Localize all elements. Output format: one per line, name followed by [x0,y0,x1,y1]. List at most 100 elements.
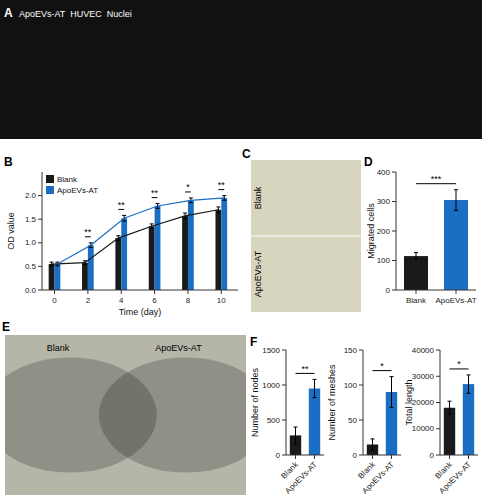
image-panel: BlankApoEVs-AT [0,335,273,495]
y-tick [392,231,396,232]
bar [463,384,474,455]
y-tick-label: 20000 [412,398,435,407]
panel-label: A [4,6,13,20]
y-tick [436,402,440,403]
bar-panel: BlankApoEVs-AT050010001500Number of node… [250,346,324,496]
y-tick-label: 50 [348,416,357,425]
x-tick-label: 6 [152,296,157,305]
significance-label: ** [118,200,126,210]
y-tick [392,172,396,173]
error-bar [390,377,394,408]
bar [82,263,88,290]
y-tick [359,385,363,386]
bar-panel: BlankApoEVs-AT0100200300400Migrated cell… [366,168,477,306]
bar [121,218,127,290]
y-tick-label: 100 [377,256,391,265]
significance-label: * [457,359,461,369]
bar-panel: 02468100.00.51.01.52.0OD valueTime (day)… [6,172,238,317]
y-tick [38,219,42,220]
y-tick [436,455,440,456]
y-tick [436,376,440,377]
panel-annotation: ApoEVs-AT [155,343,202,353]
y-tick [282,385,286,386]
panel-annotation: Blank [253,186,263,209]
y-tick-label: 1000 [262,381,280,390]
y-axis-label: OD value [6,212,16,250]
significance-label: ** [301,364,309,374]
x-tick-label: 8 [186,296,191,305]
image-placeholder [0,0,482,139]
x-tick-label: 2 [86,296,91,305]
bar [404,256,428,290]
category-label: ApoEVs-AT [437,460,473,496]
y-tick-label: 30000 [412,372,435,381]
plot-marks [49,196,227,290]
category-label: ApoEVs-AT [283,460,319,496]
y-tick [359,350,363,351]
divider [251,235,361,236]
y-tick-label: 2.0 [25,191,37,200]
trend-line [52,210,219,264]
y-tick [282,420,286,421]
y-tick-label: 1500 [262,346,280,355]
x-tick [187,290,188,294]
panel-label: B [4,155,13,169]
category-label: Blank [406,296,427,305]
x-tick [87,290,88,294]
panel-annotation: ApoEVs-AT [253,250,263,297]
y-tick [282,350,286,351]
y-tick-label: 0 [386,286,391,295]
y-tick [359,455,363,456]
y-axis-label: Migrated cells [366,203,376,259]
error-bar [454,190,458,211]
panel-label: C [242,147,251,161]
category-label: ApoEVs-AT [360,460,396,496]
y-tick [38,266,42,267]
y-tick-label: 200 [377,227,391,236]
error-bar [371,439,375,450]
figure: ApoEVs-AT HUVEC NucleiA02468100.00.51.01… [0,0,482,500]
y-axis-label: Number of meshes [327,364,337,441]
panel-label: E [2,320,10,334]
panel-annotation: ApoEVs-AT HUVEC Nuclei [14,9,131,19]
x-tick-label: 0 [52,296,57,305]
plot-marks [444,375,474,455]
bar [155,206,161,290]
y-tick [38,242,42,243]
y-axis-label: Number of nodes [250,367,260,437]
x-tick [372,455,373,459]
bar [49,264,55,290]
bar [444,408,455,455]
plot-marks [290,379,320,455]
significance-label: * [380,361,384,371]
error-bar [294,427,298,444]
x-tick [391,455,392,459]
y-axis [42,172,43,290]
legend-swatch [46,186,54,194]
y-tick-label: 150 [344,346,358,355]
bar [182,216,188,290]
legend-swatch [46,175,54,183]
y-tick-label: 400 [377,168,391,177]
bar [55,264,61,290]
tube-region [99,357,246,472]
image-panel: ApoEVs-AT HUVEC Nuclei [0,0,482,139]
x-axis-label: Time (day) [119,307,162,317]
y-axis-label: Total length [404,379,414,425]
x-tick-label: 4 [119,296,124,305]
significance-label: ** [218,180,226,190]
y-tick [436,428,440,429]
y-tick-label: 100 [344,381,358,390]
x-axis [286,455,324,456]
x-tick [416,290,417,294]
x-axis [42,290,238,291]
bar-panel: BlankApoEVs-AT010000200003000040000Total… [404,346,478,496]
y-tick-label: 500 [267,416,281,425]
plot-marks [367,377,397,455]
y-tick-label: 1.0 [25,238,37,247]
bar [221,198,227,290]
trend-line [57,198,224,264]
bar [188,200,194,290]
y-axis [286,350,287,455]
bar [215,210,221,290]
